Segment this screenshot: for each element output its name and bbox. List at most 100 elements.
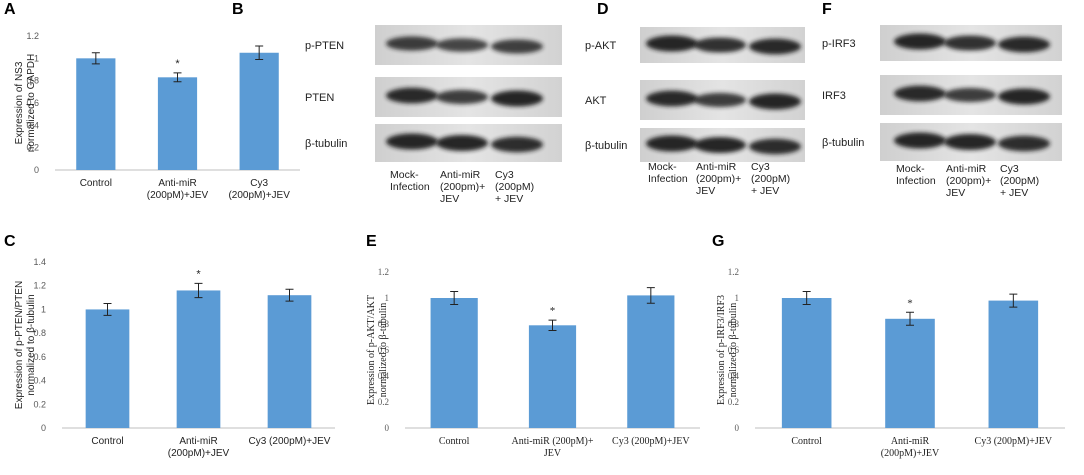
significance-marker: * — [550, 305, 556, 317]
y-axis-label: Expression of p-IRF3/IRF3normalized to β… — [716, 295, 739, 405]
y-tick-label: 1 — [385, 293, 390, 303]
protein-band — [749, 93, 801, 110]
x-tick-label: Control — [439, 436, 470, 447]
lane-label: Mock-Infection — [390, 169, 430, 193]
chart-panel: E 0 0.2 0.4 0.6 0.8 1 1.2 Expression of p-AKT/AK… — [366, 233, 700, 459]
blot-row-label: β-tubulin — [822, 137, 864, 149]
y-axis-label: Expression of NS3normalized to GAPDH — [14, 54, 37, 152]
y-tick-label: 0.6 — [26, 98, 39, 108]
x-tick-label: Anti-miR (200pM)+ JEV — [511, 436, 593, 459]
protein-band — [749, 38, 801, 55]
panel-letter: G — [712, 233, 724, 250]
panel-letter: B — [232, 1, 244, 18]
bar — [239, 52, 279, 170]
panel-letter: E — [366, 233, 377, 250]
lane-label: Anti-miR (200pm)+ JEV — [696, 161, 741, 197]
y-tick-label: 0 — [41, 423, 46, 433]
protein-band — [386, 133, 438, 150]
error-bar — [194, 282, 203, 299]
y-tick-label: 0.8 — [33, 328, 46, 338]
y-tick-label: 0.8 — [728, 319, 740, 329]
blot-row-label: β-tubulin — [305, 138, 347, 150]
y-tick-label: 0.6 — [728, 345, 740, 355]
protein-band — [436, 89, 488, 105]
y-tick-label: 0 — [34, 165, 39, 175]
protein-band — [491, 39, 543, 54]
y-axis-label: Expression of p-AKT/AKTnormalized to β-t… — [366, 295, 389, 405]
blot-panel: Fp-IRF3 IRF3 β-tubulin Mock-Infection Anti-m… — [822, 1, 1062, 199]
protein-band — [646, 90, 698, 107]
y-tick-label: 0.8 — [26, 76, 39, 86]
y-tick-label: 0.2 — [26, 143, 39, 153]
blot-panel: Bp-PTEN PTEN β-tubulin Mock-Infection Anti-m… — [232, 1, 562, 205]
blot-row-label: AKT — [585, 95, 607, 107]
protein-band — [386, 36, 438, 51]
protein-band — [491, 136, 543, 153]
y-tick-label: 0.8 — [378, 319, 390, 329]
panel-letter: D — [597, 1, 609, 18]
blot-panel: Dp-AKT AKT β-tubulin Mock-Infection Anti-miR… — [585, 1, 805, 197]
blot-row-label: β-tubulin — [585, 140, 627, 152]
protein-band — [491, 90, 543, 107]
y-tick-label: 0.4 — [33, 376, 46, 386]
x-tick-label: Control — [791, 436, 822, 447]
chart-panel: C 0 0.2 0.4 0.6 0.8 1 1.2 1.4 Expression of p-PTE… — [4, 233, 335, 459]
protein-band — [694, 92, 746, 108]
significance-marker: * — [175, 58, 180, 70]
chart-panel: G 0 0.2 0.4 0.6 0.8 1 1.2 Expression of p-IRF3/I… — [712, 233, 1065, 459]
bar — [988, 300, 1039, 428]
x-tick-label: Anti-miR (200pM)+JEV — [147, 178, 209, 201]
protein-band — [694, 37, 746, 53]
protein-band — [646, 135, 698, 152]
y-tick-label: 0.4 — [26, 120, 39, 130]
protein-band — [694, 137, 746, 153]
blot-row-label: PTEN — [305, 92, 334, 104]
error-bar — [103, 303, 112, 316]
protein-band — [749, 138, 801, 155]
chart-panel: A 0 0.2 0.4 0.6 0.8 1 1.2 Expression of NS3norma… — [4, 1, 300, 201]
bar — [267, 295, 312, 428]
y-tick-label: 1.2 — [33, 281, 46, 291]
y-axis-label: Expression of p-PTEN/PTENnormalized to β… — [14, 281, 37, 409]
protein-band — [646, 35, 698, 52]
protein-band — [436, 135, 488, 151]
y-tick-label: 0.2 — [378, 397, 389, 407]
panel-letter: A — [4, 1, 16, 18]
x-tick-label: Anti-miR (200pM)+JEV — [881, 436, 940, 459]
lane-label: Mock-Infection — [648, 161, 688, 185]
error-bar — [646, 287, 655, 304]
x-tick-label: Cy3 (200pM)+JEV — [975, 436, 1053, 447]
protein-band — [944, 134, 996, 150]
y-tick-label: 1.2 — [378, 267, 389, 277]
x-tick-label: Cy3 (200pM)+JEV — [249, 436, 331, 447]
bar — [781, 298, 832, 428]
panel-letter: F — [822, 1, 832, 18]
error-bar — [450, 291, 459, 305]
error-bar — [255, 45, 264, 60]
error-bar — [285, 288, 294, 302]
y-tick-label: 0 — [385, 423, 390, 433]
lane-label: Cy3 (200pM) + JEV — [751, 161, 790, 197]
bar — [176, 290, 221, 428]
blot-row-label: p-AKT — [585, 40, 616, 52]
protein-band — [894, 132, 946, 149]
significance-marker: * — [907, 297, 913, 309]
error-bar — [173, 72, 182, 83]
protein-band — [386, 87, 438, 104]
blot-row-label: p-IRF3 — [822, 38, 856, 50]
lane-label: Anti-miR (200pm)+ JEV — [440, 169, 485, 205]
x-tick-label: Anti-miR (200pM)+JEV — [168, 436, 230, 459]
bar — [76, 58, 116, 171]
protein-band — [944, 35, 996, 51]
lane-label: Cy3 (200pM) + JEV — [1000, 163, 1039, 199]
error-bar — [91, 52, 100, 65]
blot-row-label: p-PTEN — [305, 40, 344, 52]
y-tick-label: 0.6 — [33, 352, 46, 362]
y-tick-label: 1.4 — [33, 257, 46, 267]
y-tick-label: 1.2 — [26, 31, 39, 41]
error-bar — [1009, 293, 1018, 308]
x-tick-label: Cy3 (200pM)+JEV — [228, 178, 290, 201]
lane-label: Mock-Infection — [896, 163, 936, 187]
protein-band — [998, 36, 1050, 53]
